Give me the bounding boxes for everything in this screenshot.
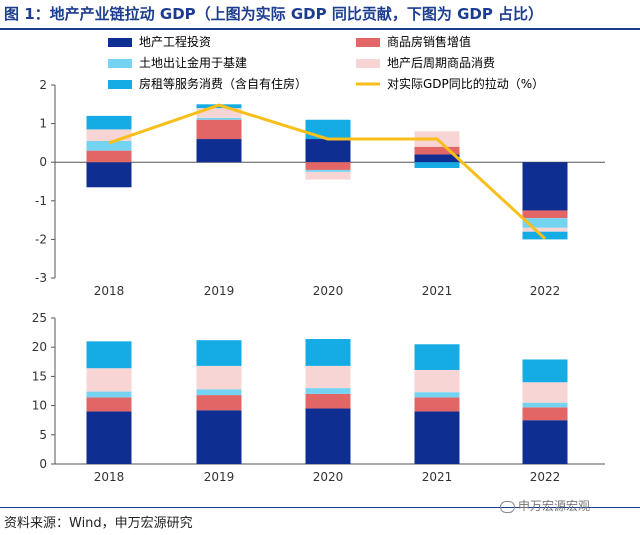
bottom-bar-2019-s4 — [196, 365, 242, 390]
top-x-label-2021: 2021 — [422, 284, 453, 298]
top-x-label-2020: 2020 — [313, 284, 344, 298]
legend-swatch-5 — [108, 80, 132, 89]
legend-swatch-1 — [108, 38, 132, 47]
watermark: 申万宏源宏观 — [500, 497, 590, 514]
top-y-tick-label-1: -2 — [35, 232, 47, 246]
top-bar-2020-s2 — [305, 162, 351, 170]
top-bar-2020-s3 — [305, 169, 351, 172]
top-bar-2021-s2 — [414, 146, 460, 155]
legend-label-3: 土地出让金用于基建 — [139, 55, 247, 70]
bottom-bar-2020-s3 — [305, 388, 351, 394]
bottom-bar-2019-s3 — [196, 389, 242, 396]
legend-swatch-2 — [356, 38, 380, 47]
legend-label-5: 房租等服务消费（含自有住房） — [139, 76, 307, 91]
bottom-bar-2022-s4 — [522, 382, 568, 403]
bottom-bar-2018-s3 — [86, 391, 132, 398]
legend-label-6: 对实际GDP同比的拉动（%） — [387, 76, 544, 91]
bottom-bar-2022-s5 — [522, 359, 568, 383]
bottom-bar-2021-s2 — [414, 397, 460, 412]
top-bar-2022-s5 — [522, 231, 568, 240]
top-bar-2018-s5 — [86, 115, 132, 130]
legend-swatch-3 — [108, 59, 132, 68]
top-y-tick-label-0: -3 — [35, 271, 47, 285]
bottom-bar-2022-s2 — [522, 407, 568, 421]
bottom-x-label-2018: 2018 — [94, 470, 125, 484]
bottom-bar-2018-s4 — [86, 368, 132, 392]
bottom-bar-2018-s5 — [86, 341, 132, 369]
top-bar-2019-s4 — [196, 108, 242, 118]
top-bar-2018-s2 — [86, 150, 132, 163]
top-x-label-2018: 2018 — [94, 284, 125, 298]
bottom-bar-2021-s3 — [414, 392, 460, 398]
top-y-tick-label-5: 2 — [39, 78, 47, 92]
bottom-x-label-2021: 2021 — [422, 470, 453, 484]
top-bar-2019-s1 — [196, 139, 242, 163]
top-bar-2022-s2 — [522, 210, 568, 219]
top-bar-2019-s3 — [196, 117, 242, 120]
bottom-y-tick-label-3: 15 — [32, 369, 47, 383]
bottom-bar-2018-s2 — [86, 397, 132, 412]
wechat-icon — [500, 500, 515, 513]
legend-swatch-4 — [356, 59, 380, 68]
top-y-tick-label-2: -1 — [35, 194, 47, 208]
top-bar-2018-s4 — [86, 129, 132, 141]
bottom-bar-2021-s4 — [414, 369, 460, 393]
legend-label-2: 商品房销售增值 — [387, 34, 471, 49]
top-bar-2018-s3 — [86, 140, 132, 151]
source-rule — [0, 507, 640, 508]
bottom-bar-2021-s5 — [414, 344, 460, 370]
top-bar-2020-s5 — [305, 119, 351, 140]
top-bar-2020-s4 — [305, 171, 351, 180]
legend-label-1: 地产工程投资 — [139, 34, 211, 49]
source-note: 资料来源：Wind，申万宏源研究 — [4, 516, 193, 531]
top-bar-2021-s5 — [414, 162, 460, 168]
top-x-label-2019: 2019 — [204, 284, 235, 298]
bottom-bar-2020-s4 — [305, 365, 351, 389]
bottom-bar-2022-s1 — [522, 420, 568, 464]
bottom-bar-2020-s5 — [305, 339, 351, 366]
bottom-bar-2019-s2 — [196, 395, 242, 411]
top-bar-2022-s4 — [522, 227, 568, 232]
top-x-label-2022: 2022 — [530, 284, 561, 298]
title-rule — [0, 28, 640, 30]
top-bar-2021-s1 — [414, 154, 460, 163]
bottom-y-tick-label-2: 10 — [32, 399, 47, 413]
bottom-chart: 0 5 10 15 20 25 2018 2019 2020 2021 2022 — [32, 311, 605, 484]
top-y-tick-label-3: 0 — [39, 155, 47, 169]
top-chart: -3 -2 -1 0 1 2 2018 2019 2020 2021 2022 — [35, 78, 605, 298]
bottom-y-tick-label-0: 0 — [39, 457, 47, 471]
bottom-y-tick-label-4: 20 — [32, 340, 47, 354]
bottom-bar-2020-s1 — [305, 408, 351, 464]
bottom-bar-2019-s5 — [196, 340, 242, 366]
bottom-bar-2019-s1 — [196, 410, 242, 464]
bottom-bar-2021-s1 — [414, 411, 460, 464]
bottom-bar-2020-s2 — [305, 393, 351, 409]
top-bar-2020-s1 — [305, 139, 351, 163]
bottom-x-label-2020: 2020 — [313, 470, 344, 484]
top-bar-2022-s1 — [522, 162, 568, 211]
top-bar-2018-s1 — [86, 162, 132, 188]
bottom-y-tick-label-5: 25 — [32, 311, 47, 325]
chart-title: 图 1：地产产业链拉动 GDP（上图为实际 GDP 同比贡献，下图为 GDP 占… — [4, 5, 544, 23]
top-bar-2022-s3 — [522, 218, 568, 228]
top-y-tick-label-4: 1 — [39, 117, 47, 131]
bottom-bar-2022-s3 — [522, 402, 568, 408]
bottom-y-tick-label-1: 5 — [39, 428, 47, 442]
watermark-text: 申万宏源宏观 — [518, 499, 591, 513]
top-bar-2019-s2 — [196, 119, 242, 140]
bottom-x-label-2022: 2022 — [530, 470, 561, 484]
bottom-bar-2018-s1 — [86, 411, 132, 464]
bottom-x-label-2019: 2019 — [204, 470, 235, 484]
top-gdp-pull-line — [108, 103, 547, 240]
legend-label-4: 地产后周期商品消费 — [387, 55, 495, 70]
